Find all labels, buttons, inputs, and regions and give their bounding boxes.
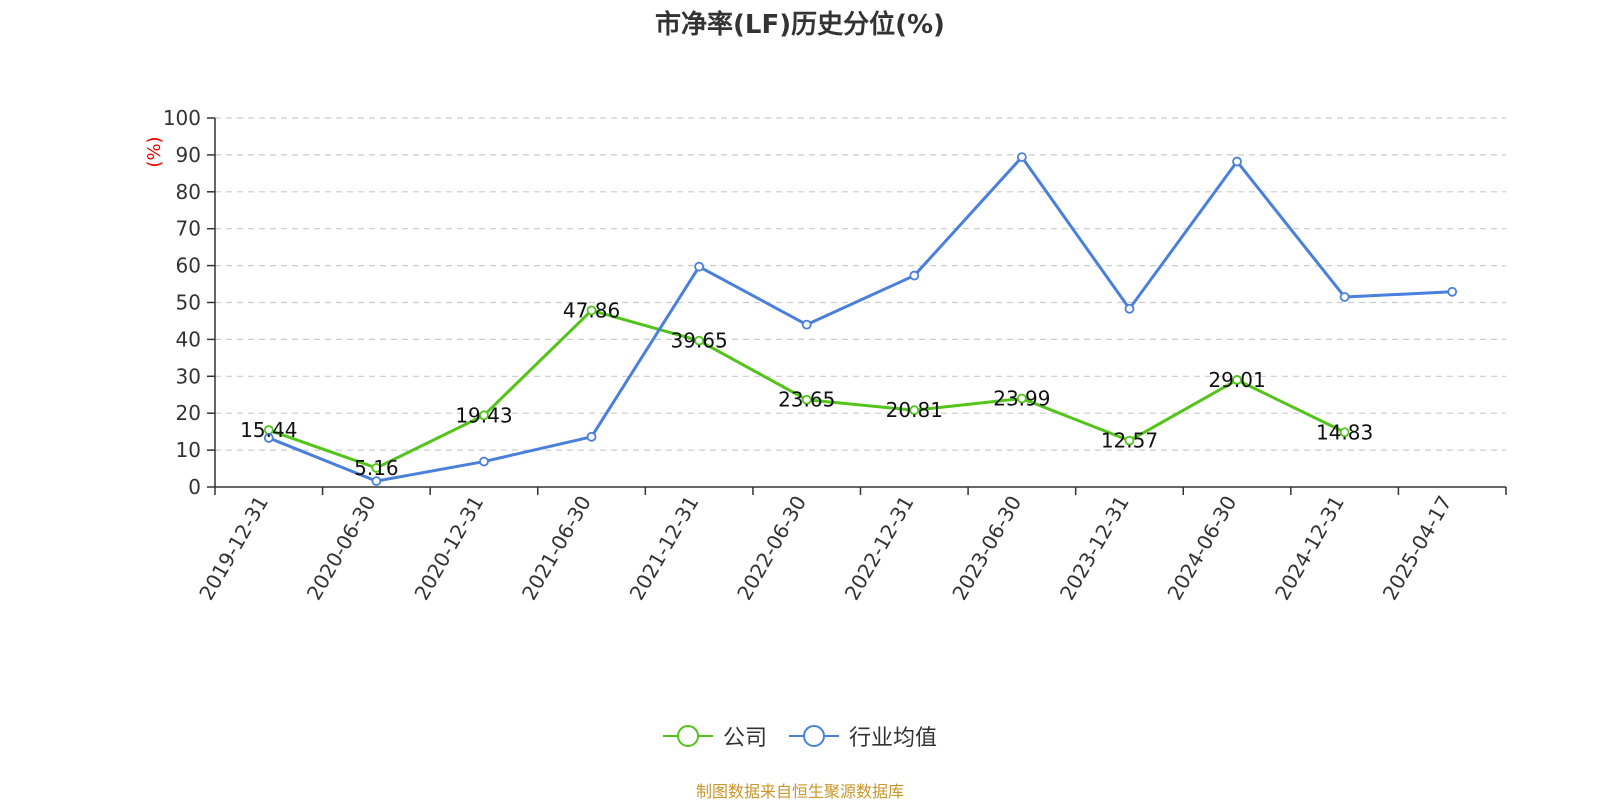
data-point-marker: [479, 410, 489, 421]
x-tick-label: 2022-06-30: [732, 492, 811, 605]
x-tick-label: 2020-06-30: [302, 492, 381, 605]
data-point-marker: [1339, 427, 1350, 438]
data-point-marker: [1124, 435, 1135, 446]
x-tick-label: 2024-06-30: [1162, 492, 1241, 605]
y-tick-label: 30: [176, 364, 201, 388]
y-tick-label: 40: [176, 327, 201, 351]
legend-line-circle-icon: [789, 725, 839, 747]
data-point-marker: [1339, 292, 1350, 302]
data-label: 5.16: [354, 456, 399, 480]
x-tick-label: 2022-12-31: [840, 492, 919, 605]
y-tick-label: 70: [176, 217, 201, 241]
data-label: 19.43: [455, 403, 512, 427]
data-point-marker: [909, 405, 920, 416]
data-point-marker: [1232, 375, 1242, 385]
data-label: 23.99: [993, 386, 1050, 410]
legend-label-industry-avg: 行业均值: [849, 726, 938, 751]
x-tick-label: 2020-12-31: [409, 492, 488, 605]
y-tick-label: 90: [176, 143, 201, 167]
y-tick-label: 50: [176, 291, 201, 315]
y-tick-label: 80: [176, 180, 201, 204]
data-label: 39.65: [670, 329, 727, 353]
data-point-marker: [1016, 152, 1027, 163]
data-point-marker: [909, 270, 920, 281]
y-tick-label: 60: [176, 254, 201, 278]
data-point-marker: [371, 476, 382, 486]
data-label: 20.81: [886, 398, 943, 422]
data-point-marker: [586, 305, 597, 316]
data-point-marker: [1124, 303, 1135, 314]
axes: 0 10 20 30 40 50 60 70 80 90 100 2019-12-31 2020-06-…: [163, 106, 1507, 605]
x-tick-label: 2025-04-17: [1378, 492, 1457, 605]
legend-item-company[interactable]: 公司: [662, 720, 767, 752]
data-point-marker: [694, 261, 705, 272]
x-tick-label: 2021-12-31: [625, 492, 704, 605]
data-label: 47.86: [563, 298, 620, 322]
x-tick-label: 2019-12-31: [194, 492, 273, 605]
series-lines: [263, 152, 1458, 486]
legend-line-circle-icon: [662, 725, 713, 747]
data-point-marker: [371, 463, 382, 473]
data-point-marker: [1232, 156, 1242, 167]
chart-title: 市净率(LF)历史分位(%): [655, 10, 945, 40]
data-point-marker: [1016, 393, 1027, 404]
data-label: 12.57: [1101, 429, 1158, 453]
y-tick-label: 100: [163, 106, 201, 130]
data-label: 23.65: [778, 388, 835, 412]
data-source-note: 制图数据来自恒生聚源数据库: [695, 782, 904, 801]
y-tick-label: 20: [176, 401, 201, 425]
legend-item-industry-avg[interactable]: 行业均值: [789, 720, 937, 752]
legend: 公司 行业均值: [0, 720, 1600, 752]
y-tick-label: 10: [176, 438, 201, 462]
data-point-marker: [694, 335, 705, 346]
x-tick-label: 2023-06-30: [947, 492, 1026, 605]
grid-lines: [215, 117, 1506, 451]
data-label: 29.01: [1208, 368, 1265, 392]
series-line-1: [268, 155, 1453, 483]
data-point-marker: [1447, 286, 1458, 297]
data-point-marker: [263, 433, 274, 443]
data-point-marker: [801, 394, 812, 405]
data-point-marker: [479, 456, 489, 467]
x-tick-label: 2023-12-31: [1055, 492, 1134, 605]
legend-label-company: 公司: [722, 726, 767, 751]
x-tick-label: 2024-12-31: [1270, 492, 1349, 605]
x-tick-label: 2021-06-30: [517, 492, 596, 605]
y-axis-label: (%): [144, 136, 165, 167]
data-label: 15.44: [240, 418, 297, 442]
y-tick-label: 0: [188, 475, 201, 499]
data-point-marker: [586, 431, 597, 442]
data-point-marker: [801, 319, 812, 330]
data-labels: 15.44 5.16 19.43 47.86 39.65 23.65 20.81 23.99 1…: [240, 298, 1373, 480]
data-label: 14.83: [1316, 420, 1373, 444]
